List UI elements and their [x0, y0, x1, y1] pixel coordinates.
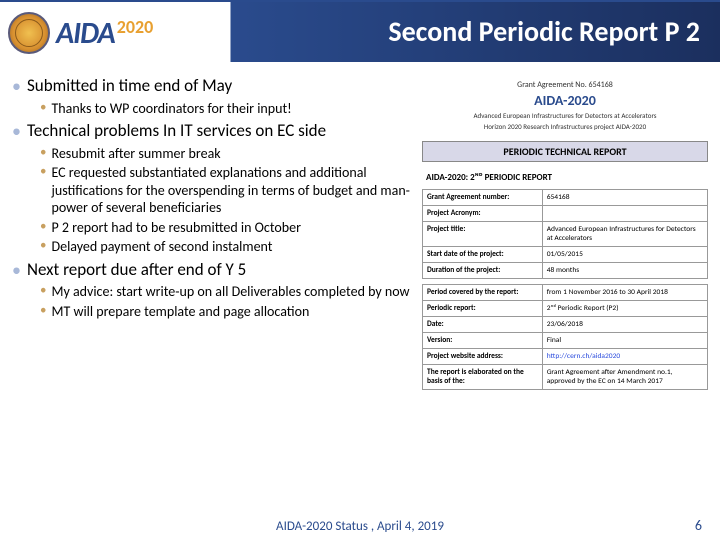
table-cell: Project Acronym:: [423, 206, 543, 222]
bullet-text: EC requested substantiated explanations …: [51, 164, 414, 217]
bullet-item: • MT will prepare template and page allo…: [40, 303, 414, 321]
table-cell: 23/06/2018: [542, 317, 707, 333]
table-row: Project title:Advanced European Infrastr…: [423, 222, 708, 247]
table-cell: Advanced European Infrastructures for De…: [542, 222, 707, 247]
bullet-dot-icon: •: [40, 100, 46, 118]
logo-text: AIDA 2020: [56, 15, 153, 52]
footer-text: AIDA-2020 Status , April 4, 2019: [0, 519, 720, 534]
table-row: Grant Agreement number:654168: [423, 190, 708, 206]
table-cell: Periodic report:: [423, 301, 543, 317]
logo-area: AIDA 2020: [0, 2, 230, 64]
document-preview: Grant Agreement No. 654168 AIDA-2020 Adv…: [422, 72, 708, 390]
logo-icon: [8, 12, 50, 54]
bullet-text: Next report due after end of Y 5: [27, 260, 246, 282]
bullet-item: • Submitted in time end of May: [12, 76, 414, 98]
bullet-dot-icon: •: [40, 145, 46, 163]
table-cell: The report is elaborated on the basis of…: [423, 365, 543, 390]
doc-grant: Grant Agreement No. 654168: [426, 80, 704, 90]
table-row: The report is elaborated on the basis of…: [423, 365, 708, 390]
table-cell: Duration of the project:: [423, 263, 543, 279]
bullet-item: • Next report due after end of Y 5: [12, 260, 414, 282]
table-row: Date:23/06/2018: [423, 317, 708, 333]
slide-header: AIDA 2020 Second Periodic Report P 2: [0, 0, 720, 62]
bullet-text: Delayed payment of second instalment: [51, 238, 272, 256]
table-cell: Version:: [423, 333, 543, 349]
table-row: Version:Final: [423, 333, 708, 349]
table-cell: Start date of the project:: [423, 247, 543, 263]
bullet-text: Technical problems In IT services on EC …: [27, 121, 326, 143]
doc-title2: AIDA-2020: 2ᴺᴰ PERIODIC REPORT: [426, 172, 704, 183]
table-cell: Grant Agreement after Amendment no.1, ap…: [542, 365, 707, 390]
bullet-text: Submitted in time end of May: [27, 76, 232, 98]
content-area: • Submitted in time end of May • Thanks …: [0, 62, 720, 390]
bullet-text: My advice: start write-up on all Deliver…: [51, 283, 409, 301]
table-row: Project website address:http://cern.ch/a…: [423, 349, 708, 365]
doc-periodic-label: PERIODIC TECHNICAL REPORT: [422, 141, 708, 162]
bullet-item: • Resubmit after summer break: [40, 145, 414, 163]
table-cell: Project website address:: [423, 349, 543, 365]
bullet-dot-icon: •: [12, 260, 21, 282]
bullet-text: Resubmit after summer break: [51, 145, 220, 163]
table-row: Start date of the project:01/05/2015: [423, 247, 708, 263]
table-cell: Final: [542, 333, 707, 349]
logo-aida: AIDA: [56, 15, 115, 52]
bullet-dot-icon: •: [12, 76, 21, 98]
bullet-dot-icon: •: [40, 303, 46, 321]
bullet-text: P 2 report had to be resubmitted in Octo…: [51, 219, 300, 237]
bullet-item: • EC requested substantiated explanation…: [40, 164, 414, 217]
table-cell: Project title:: [423, 222, 543, 247]
page-number: 6: [695, 517, 702, 534]
table-cell: 48 months: [542, 263, 707, 279]
bullet-dot-icon: •: [40, 238, 46, 256]
doc-subtitle: Advanced European Infrastructures for De…: [426, 111, 704, 120]
table-cell: 2ⁿᵈ Periodic Report (P2): [542, 301, 707, 317]
table-cell: 01/05/2015: [542, 247, 707, 263]
bullets-column: • Submitted in time end of May • Thanks …: [12, 72, 422, 390]
table-row: Project Acronym:: [423, 206, 708, 222]
table-cell: Period covered by the report:: [423, 285, 543, 301]
slide-title: Second Periodic Report P 2: [388, 14, 700, 49]
bullet-item: • Technical problems In IT services on E…: [12, 121, 414, 143]
bullet-text: MT will prepare template and page alloca…: [51, 303, 309, 321]
logo-year: 2020: [117, 16, 154, 38]
doc-header: Grant Agreement No. 654168 AIDA-2020 Adv…: [422, 76, 708, 135]
doc-page: Grant Agreement No. 654168 AIDA-2020 Adv…: [422, 76, 708, 390]
table-cell: [542, 206, 707, 222]
table-row: Period covered by the report:from 1 Nove…: [423, 285, 708, 301]
bullet-text: Thanks to WP coordinators for their inpu…: [51, 100, 291, 118]
table-row: Periodic report:2ⁿᵈ Periodic Report (P2): [423, 301, 708, 317]
table-cell: Grant Agreement number:: [423, 190, 543, 206]
bullet-item: • P 2 report had to be resubmitted in Oc…: [40, 219, 414, 237]
bullet-dot-icon: •: [40, 283, 46, 301]
table-cell: http://cern.ch/aida2020: [542, 349, 707, 365]
doc-name: AIDA-2020: [426, 92, 704, 109]
table-cell: from 1 November 2016 to 30 April 2018: [542, 285, 707, 301]
bullet-dot-icon: •: [12, 121, 21, 143]
doc-table: Grant Agreement number:654168 Project Ac…: [422, 189, 708, 390]
table-row: Duration of the project:48 months: [423, 263, 708, 279]
bullet-dot-icon: •: [40, 164, 46, 217]
bullet-item: • My advice: start write-up on all Deliv…: [40, 283, 414, 301]
doc-subtitle: Horizon 2020 Research Infrastructures pr…: [426, 122, 704, 131]
bullet-item: • Thanks to WP coordinators for their in…: [40, 100, 414, 118]
bullet-dot-icon: •: [40, 219, 46, 237]
table-cell: Date:: [423, 317, 543, 333]
table-cell: 654168: [542, 190, 707, 206]
bullet-item: • Delayed payment of second instalment: [40, 238, 414, 256]
